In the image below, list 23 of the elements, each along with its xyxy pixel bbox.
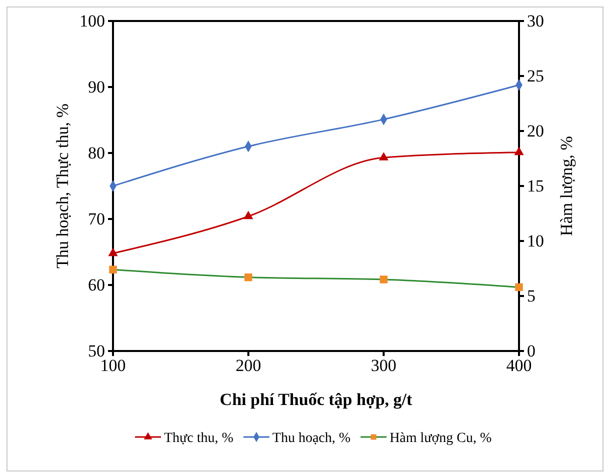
y-tick-label: 70 (88, 209, 105, 228)
y2-tick-label: 20 (527, 121, 544, 140)
x-tick-label: 300 (370, 356, 396, 376)
point (514, 146, 524, 156)
y2-tick-label: 10 (527, 231, 544, 250)
legend-label: Hàm lượng Cu, % (390, 431, 492, 446)
x-tick-label: 200 (236, 356, 262, 376)
y2-tick-label: 30 (527, 11, 544, 30)
y-tick-label: 60 (88, 275, 105, 294)
x-axis-title: Chi phí Thuốc tập hợp, g/t (220, 390, 413, 409)
y2-tick-label: 25 (527, 66, 544, 86)
point (378, 152, 388, 160)
y-tick-label: 100 (80, 11, 105, 30)
point (108, 248, 118, 256)
legend-label: Thực thu, % (164, 431, 234, 446)
y-tick-label: 90 (88, 77, 105, 96)
legend-label: Thu hoạch, % (272, 431, 351, 446)
point (244, 210, 254, 220)
y2-tick-label: 5 (527, 286, 536, 306)
y-axis-title: Thu hoạch, Thực thu, % (53, 104, 72, 268)
y2-tick-label: 15 (527, 176, 544, 196)
y2-axis-title: Hàm lượng, % (557, 136, 576, 236)
y-tick-label: 80 (88, 143, 105, 162)
